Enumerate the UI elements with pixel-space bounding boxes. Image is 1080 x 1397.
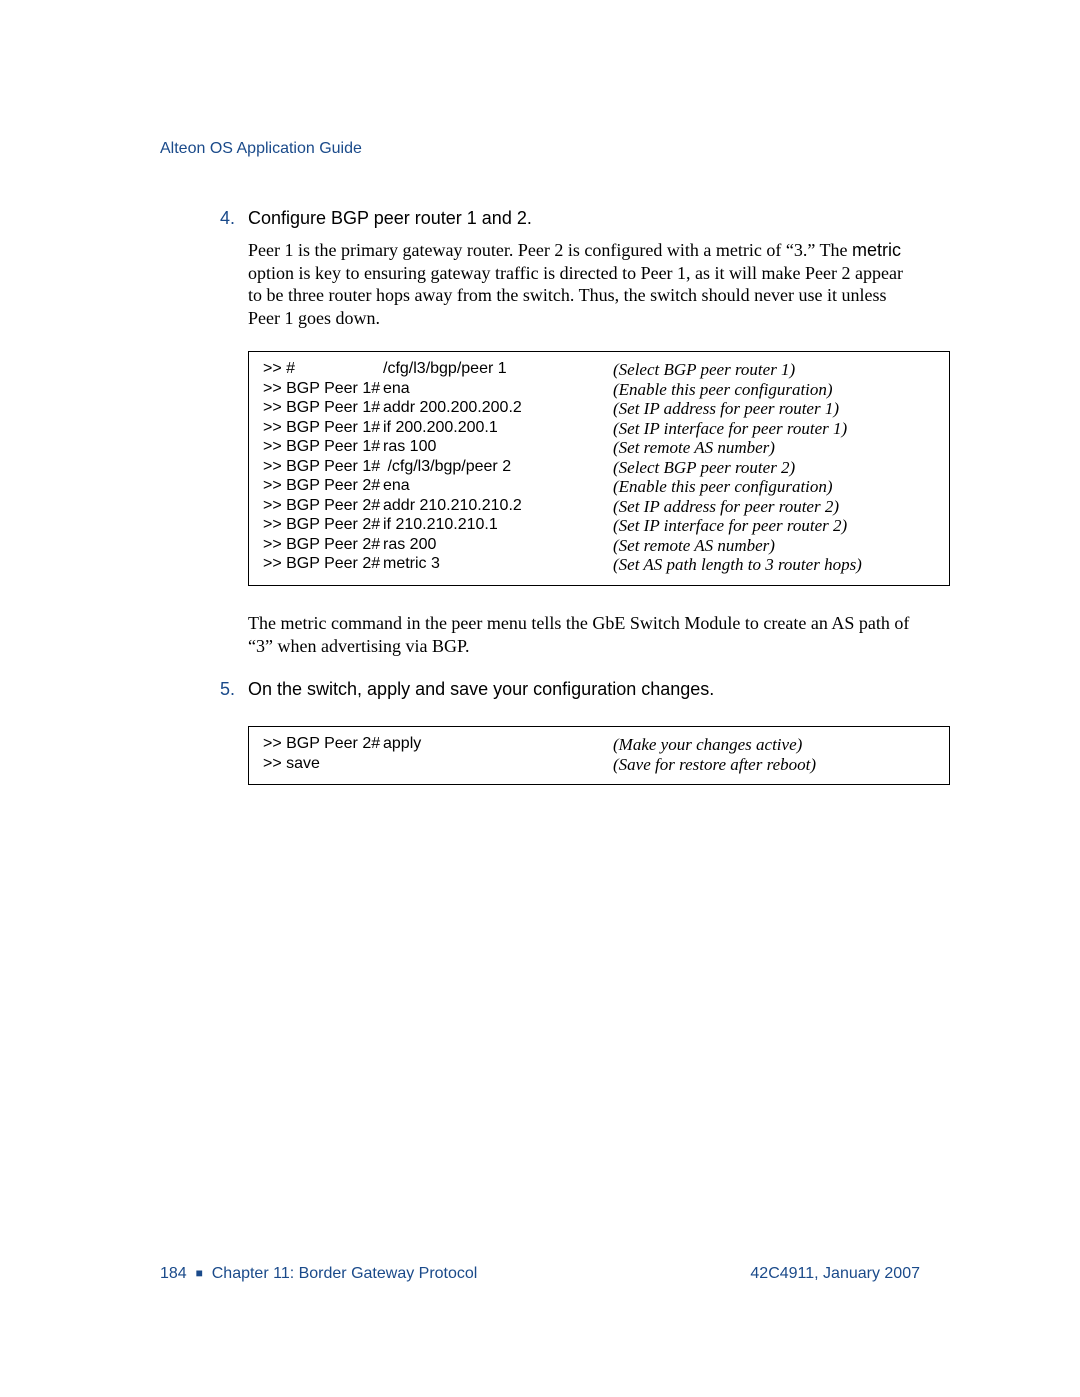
code-row: >> BGP Peer 2#if 210.210.210.1(Set IP in… <box>263 516 935 536</box>
step-after-paragraph: The metric command in the peer menu tell… <box>248 612 920 657</box>
code-comment: (Enable this peer configuration) <box>613 477 833 497</box>
code-prompt: >> BGP Peer 1# <box>263 458 383 478</box>
code-row: >> BGP Peer 2#ras 200(Set remote AS numb… <box>263 536 935 556</box>
para-pre: Peer 1 is the primary gateway router. Pe… <box>248 240 852 260</box>
code-prompt: >> save <box>263 755 383 775</box>
step-title: Configure BGP peer router 1 and 2. <box>248 208 532 229</box>
step-number: 4. <box>220 208 248 229</box>
code-box-2: >> BGP Peer 2#apply(Make your changes ac… <box>248 726 950 785</box>
code-cmd: /cfg/l3/bgp/peer 1 <box>383 360 613 380</box>
code-prompt: >> BGP Peer 2# <box>263 497 383 517</box>
code-cmd: /cfg/l3/bgp/peer 2 <box>383 458 613 478</box>
after-text: The metric command in the peer menu tell… <box>248 613 909 656</box>
code-cmd: ena <box>383 477 613 497</box>
code-row: >> BGP Peer 2#ena(Enable this peer confi… <box>263 477 935 497</box>
code-comment: (Set IP interface for peer router 2) <box>613 516 847 536</box>
step-heading: 5. On the switch, apply and save your co… <box>220 679 920 700</box>
step-title: On the switch, apply and save your confi… <box>248 679 714 700</box>
footer-right: 42C4911, January 2007 <box>750 1265 920 1283</box>
code-comment: (Select BGP peer router 2) <box>613 458 795 478</box>
code-comment: (Enable this peer configuration) <box>613 380 833 400</box>
code-row: >> BGP Peer 1#if 200.200.200.1(Set IP in… <box>263 419 935 439</box>
code-prompt: >> BGP Peer 1# <box>263 419 383 439</box>
code-comment: (Set IP interface for peer router 1) <box>613 419 847 439</box>
code-row: >> BGP Peer 2#apply(Make your changes ac… <box>263 735 935 755</box>
step-number: 5. <box>220 679 248 700</box>
code-cmd: ena <box>383 380 613 400</box>
code-row: >> save (Save for restore after reboot) <box>263 755 935 775</box>
code-comment: (Set remote AS number) <box>613 536 775 556</box>
code-prompt: >> BGP Peer 2# <box>263 516 383 536</box>
code-comment: (Select BGP peer router 1) <box>613 360 795 380</box>
chapter-label: Chapter 11: Border Gateway Protocol <box>212 1265 478 1282</box>
code-prompt: >> BGP Peer 2# <box>263 555 383 575</box>
page-footer: 184 ■ Chapter 11: Border Gateway Protoco… <box>160 1265 920 1283</box>
code-comment: (Set remote AS number) <box>613 438 775 458</box>
footer-left: 184 ■ Chapter 11: Border Gateway Protoco… <box>160 1265 477 1283</box>
step-5: 5. On the switch, apply and save your co… <box>220 679 920 785</box>
para-sans: metric <box>852 240 901 260</box>
code-comment: (Set AS path length to 3 router hops) <box>613 555 862 575</box>
code-row: >> BGP Peer 2#addr 210.210.210.2(Set IP … <box>263 497 935 517</box>
code-row: >> BGP Peer 1#ras 100(Set remote AS numb… <box>263 438 935 458</box>
code-prompt: >> BGP Peer 1# <box>263 399 383 419</box>
step-4: 4. Configure BGP peer router 1 and 2. Pe… <box>220 208 920 657</box>
code-cmd <box>383 755 613 775</box>
code-comment: (Set IP address for peer router 1) <box>613 399 839 419</box>
code-prompt: >> BGP Peer 2# <box>263 536 383 556</box>
para-post: option is key to ensuring gateway traffi… <box>248 263 903 328</box>
code-cmd: ras 100 <box>383 438 613 458</box>
code-cmd: addr 210.210.210.2 <box>383 497 613 517</box>
code-prompt: >> BGP Peer 2# <box>263 477 383 497</box>
page-number: 184 <box>160 1265 187 1282</box>
code-prompt: >> BGP Peer 2# <box>263 735 383 755</box>
code-comment: (Make your changes active) <box>613 735 802 755</box>
code-row: >> BGP Peer 1#addr 200.200.200.2(Set IP … <box>263 399 935 419</box>
code-row: >> BGP Peer 1# /cfg/l3/bgp/peer 2(Select… <box>263 458 935 478</box>
code-cmd: ras 200 <box>383 536 613 556</box>
step-heading: 4. Configure BGP peer router 1 and 2. <box>220 208 920 229</box>
code-comment: (Set IP address for peer router 2) <box>613 497 839 517</box>
code-row: >> BGP Peer 1#ena(Enable this peer confi… <box>263 380 935 400</box>
code-row: >> BGP Peer 2#metric 3(Set AS path lengt… <box>263 555 935 575</box>
code-comment: (Save for restore after reboot) <box>613 755 816 775</box>
code-box-1: >> #/cfg/l3/bgp/peer 1(Select BGP peer r… <box>248 351 950 586</box>
code-cmd: metric 3 <box>383 555 613 575</box>
code-row: >> #/cfg/l3/bgp/peer 1(Select BGP peer r… <box>263 360 935 380</box>
square-icon: ■ <box>196 1266 203 1280</box>
code-cmd: if 200.200.200.1 <box>383 419 613 439</box>
running-header: Alteon OS Application Guide <box>160 140 920 158</box>
code-prompt: >> BGP Peer 1# <box>263 438 383 458</box>
step-paragraph: Peer 1 is the primary gateway router. Pe… <box>248 239 920 329</box>
code-prompt: >> # <box>263 360 383 380</box>
code-cmd: apply <box>383 735 613 755</box>
page: Alteon OS Application Guide 4. Configure… <box>0 0 1080 1397</box>
code-cmd: addr 200.200.200.2 <box>383 399 613 419</box>
code-prompt: >> BGP Peer 1# <box>263 380 383 400</box>
code-cmd: if 210.210.210.1 <box>383 516 613 536</box>
